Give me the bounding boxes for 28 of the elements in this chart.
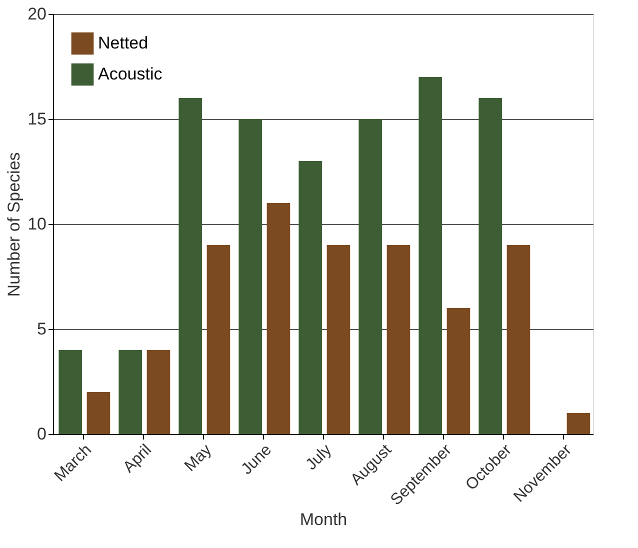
bar xyxy=(118,350,142,434)
x-tick-label: July xyxy=(302,442,336,474)
y-tick-label: 20 xyxy=(28,4,46,24)
y-tick-label: 0 xyxy=(37,424,46,444)
bar xyxy=(146,350,170,434)
bar xyxy=(506,245,530,434)
bar xyxy=(298,161,322,434)
legend-label: Acoustic xyxy=(98,64,163,84)
bar xyxy=(238,119,262,434)
bar xyxy=(86,392,110,434)
bar xyxy=(446,308,470,434)
bar xyxy=(418,77,442,434)
bar xyxy=(58,350,82,434)
bar xyxy=(358,119,382,434)
bar xyxy=(206,245,230,434)
legend-label: Netted xyxy=(98,34,148,52)
x-axis-title: Month xyxy=(300,510,348,530)
bar xyxy=(326,245,350,434)
y-tick-label: 10 xyxy=(28,214,46,234)
bar xyxy=(386,245,410,434)
x-tick-label: May xyxy=(182,442,216,475)
y-tick-label: 5 xyxy=(37,320,46,338)
y-tick-label: 15 xyxy=(28,110,46,128)
bar xyxy=(566,413,590,434)
bar xyxy=(478,98,502,434)
y-axis-title: Number of Species xyxy=(4,152,24,297)
bar xyxy=(178,98,202,434)
bar xyxy=(266,203,290,434)
